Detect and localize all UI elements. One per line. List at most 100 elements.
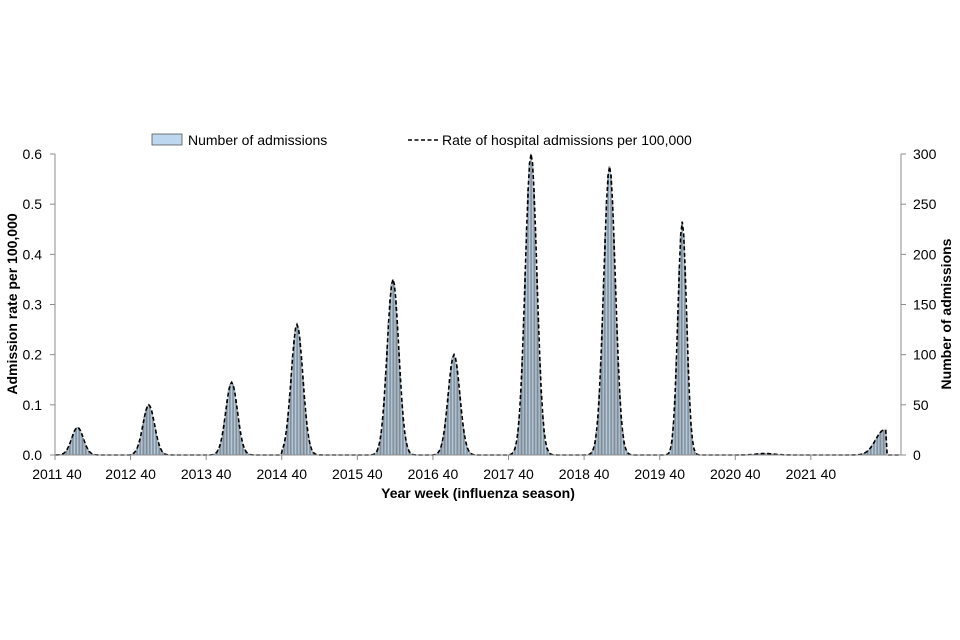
x-tick-label: 2012 40 [105,466,156,482]
admission-bar [389,299,391,456]
admission-bar [876,437,878,456]
x-tick-label: 2018 40 [559,466,610,482]
admission-bar [681,221,683,456]
admission-bar [684,268,686,456]
x-tick-label: 2016 40 [408,466,459,482]
admission-bar [454,357,457,456]
left-tick-label: 0.1 [23,397,43,413]
left-tick-label: 0.4 [23,246,43,262]
x-axis-ticks: 2011 40 2012 40 2013 40 2014 40 2015 40 2016 … [32,455,836,482]
admission-bar [678,268,681,456]
admission-bar [447,393,449,456]
admission-bar [80,433,83,456]
x-tick-label: 2013 40 [181,466,232,482]
admission-bar [442,433,445,456]
admission-bar [153,424,156,456]
admission-bar [615,322,618,456]
admission-bar [392,279,394,456]
left-tick-label: 0.6 [23,146,43,162]
admission-bar [390,284,393,456]
admission-bar [136,448,138,456]
admission-bar [530,153,532,456]
admission-bar [541,414,544,456]
admission-bar [451,357,454,456]
admission-bar [73,430,76,456]
admission-bar [674,396,676,456]
right-tick-label: 300 [913,146,937,162]
admission-bar [83,442,86,456]
admission-bar [394,299,397,456]
admission-bar [460,408,462,456]
admission-bar [402,416,404,456]
x-tick-label: 2020 40 [710,466,761,482]
left-tick-label: 0.2 [23,347,43,363]
legend-bar-label: Number of admissions [188,132,327,148]
admission-bar [868,448,871,456]
admission-bar [613,237,615,456]
legend-line-label: Rate of hospital admissions per 100,000 [442,132,692,148]
admission-bar [227,390,230,456]
admission-bar [440,446,442,456]
admission-bar [873,442,875,456]
right-tick-label: 50 [913,397,929,413]
legend-bar-swatch [151,133,183,146]
admission-bar [880,431,883,456]
admission-bar [528,163,531,456]
right-axis-ticks: 0 50 100 150 200 250 300 [901,146,937,463]
admission-bar [527,189,529,456]
admission-bar [519,389,522,456]
admission-bar [296,324,298,456]
admission-bar [393,284,396,456]
x-tick-label: 2021 40 [786,466,837,482]
admission-bar [86,448,89,456]
right-tick-label: 0 [913,447,921,463]
legend: Number of admissions Rate of hospital ad… [151,132,692,148]
admission-bar [607,175,609,456]
admission-bar [307,437,310,456]
admission-bar [387,322,390,456]
admission-bar [608,166,611,456]
admission-bar [301,375,304,456]
admission-bar [230,382,233,456]
admission-bar [679,234,682,456]
admission-bar [676,313,679,456]
admission-bar [461,422,464,456]
admission-bar [146,406,149,456]
admission-bar [232,384,234,456]
right-tick-label: 150 [913,297,937,313]
right-tick-label: 250 [913,196,937,212]
admission-bar [229,384,231,456]
admission-bar [78,428,80,456]
admission-bar [150,410,153,456]
admission-bar [881,430,884,456]
x-tick-label: 2015 40 [332,466,383,482]
rate-line [55,153,901,456]
admission-bar [294,328,297,456]
admission-bar [291,356,294,456]
admission-bar [65,451,67,456]
admission-bar [531,163,534,456]
admission-bar [152,416,154,456]
x-tick-label: 2011 40 [32,466,82,482]
admission-bar [617,361,619,456]
admission-bar [533,189,535,456]
admission-bar [611,200,614,456]
x-tick-label: 2014 40 [256,466,307,482]
admission-bar [406,447,409,456]
x-tick-label: 2017 40 [483,466,534,482]
admission-bar [156,438,159,456]
admission-bar [601,322,603,456]
admission-bar [594,442,596,456]
admission-bar [309,444,311,456]
admission-bar [682,234,685,456]
x-axis-title: Year week (influenza season) [381,485,575,501]
admission-bar [243,449,246,456]
admission-bars [54,153,887,456]
admission-bar [675,358,678,456]
admission-bar [75,428,77,456]
admission-bar [403,431,406,456]
left-axis-ticks: 0.0 0.1 0.2 0.3 0.4 0.5 0.6 [23,146,55,463]
left-tick-label: 0.0 [23,447,43,463]
admission-bar [877,434,880,456]
